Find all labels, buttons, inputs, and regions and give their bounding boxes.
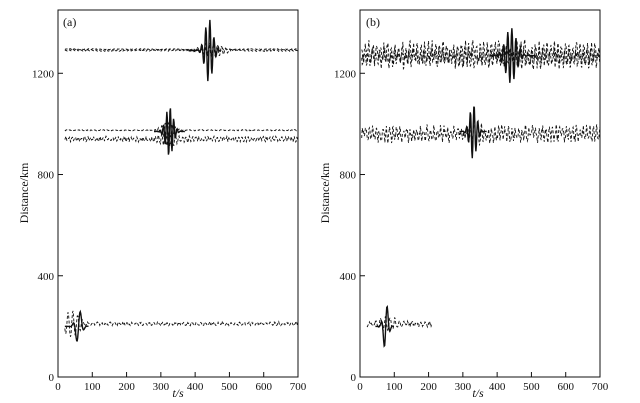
panel-b-ticks: 0 100 200 300 400 500 600 700 0 400 800 1200	[334, 68, 609, 393]
x-tick-label: 200	[118, 381, 135, 393]
panel-b: (b) Distance/km t/s 0 100 200 300 400 500 600 7…	[318, 9, 609, 400]
panel-b-frame	[359, 9, 601, 378]
x-tick-label: 200	[420, 381, 437, 393]
x-tick-label: 300	[153, 381, 170, 393]
x-tick-label: 600	[255, 381, 272, 393]
panel-b-traces	[361, 28, 601, 348]
y-tick-label: 800	[340, 170, 357, 182]
dashed-trace	[361, 39, 601, 67]
panel-a-ylabel: Distance/km	[17, 162, 31, 223]
panel-a-traces	[64, 19, 299, 342]
x-tick-label: 700	[290, 381, 307, 393]
x-tick-label: 100	[84, 381, 101, 393]
y-tick-label: 0	[351, 372, 357, 384]
panel-b-xlabel: t/s	[472, 386, 484, 400]
dashed-trace	[64, 42, 298, 57]
y-tick-label: 1200	[32, 68, 55, 80]
y-tick-label: 400	[38, 271, 55, 283]
x-tick-label: 400	[187, 381, 204, 393]
panel-b-label: (b)	[366, 15, 380, 29]
y-tick-label: 400	[340, 271, 357, 283]
panel-a: (a) Distance/km t/s 0 100 200 300 400 500 600 7…	[17, 9, 307, 400]
dashed-trace	[64, 121, 299, 140]
panel-a-xlabel: t/s	[172, 386, 184, 400]
dashed-trace	[361, 123, 601, 146]
x-tick-label: 300	[455, 381, 472, 393]
x-tick-label: 500	[523, 381, 540, 393]
x-tick-label: 600	[557, 381, 574, 393]
solid-trace	[375, 305, 395, 348]
panel-a-ticks: 0 100 200 300 400 500 600 700 0 400 800 1200	[32, 68, 307, 393]
x-tick-label: 100	[386, 381, 403, 393]
panel-a-label: (a)	[63, 15, 76, 29]
y-tick-label: 1200	[334, 68, 357, 80]
dashed-trace	[64, 42, 299, 59]
y-tick-label: 800	[38, 170, 55, 182]
dashed-trace	[64, 310, 299, 337]
panel-b-ylabel: Distance/km	[318, 162, 332, 223]
x-tick-label: 0	[357, 381, 363, 393]
panel-a-frame	[57, 9, 299, 378]
x-tick-label: 400	[489, 381, 506, 393]
x-tick-label: 0	[55, 381, 61, 393]
solid-trace	[64, 309, 89, 342]
y-tick-label: 0	[49, 372, 55, 384]
x-tick-label: 500	[221, 381, 238, 393]
dashed-trace	[366, 316, 433, 332]
x-tick-label: 700	[592, 381, 609, 393]
dashed-trace	[64, 130, 299, 147]
